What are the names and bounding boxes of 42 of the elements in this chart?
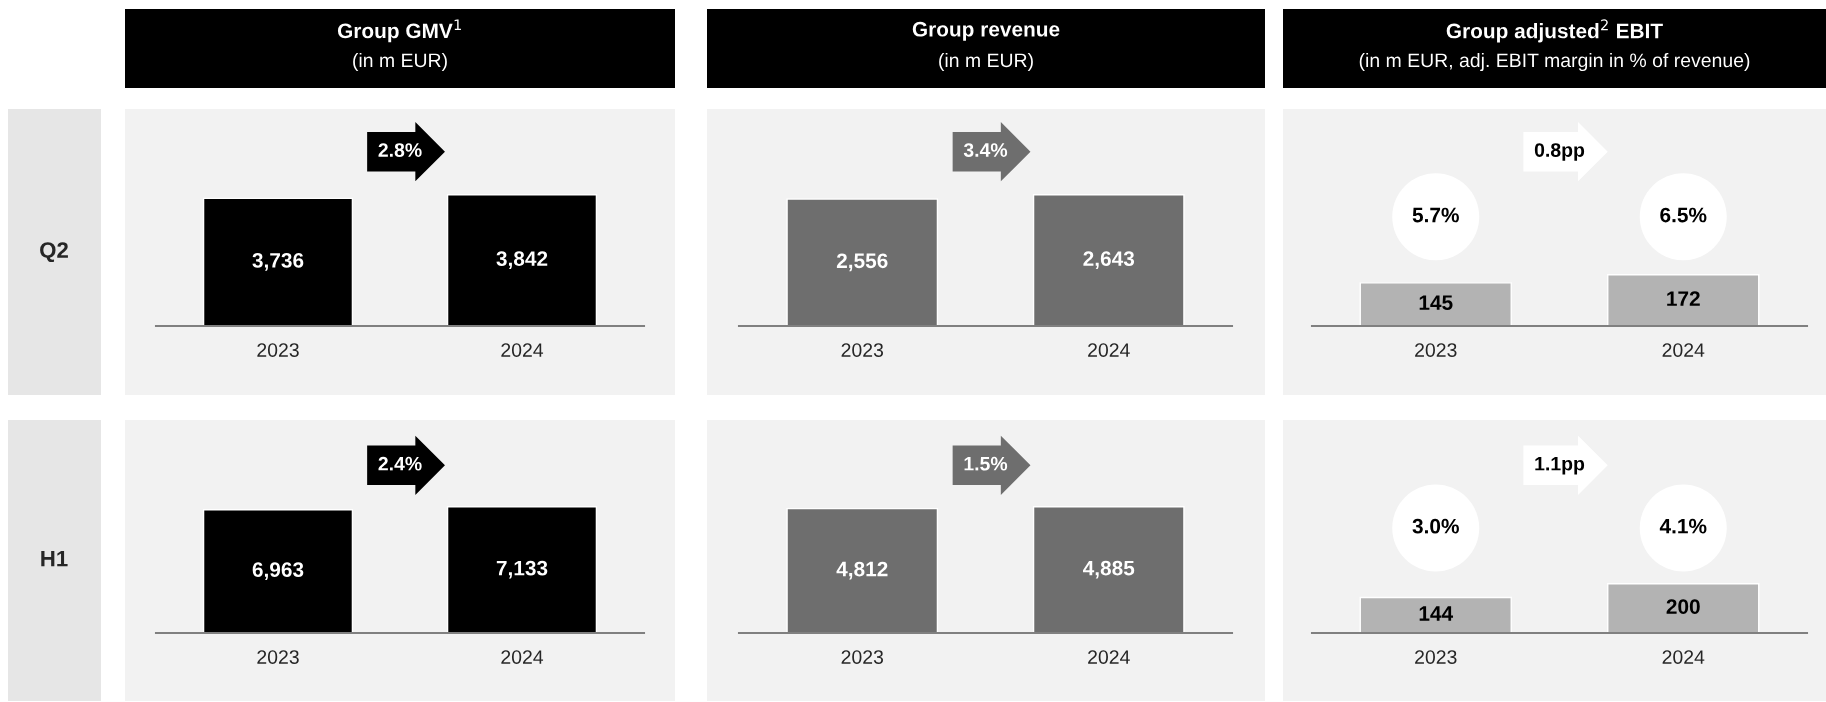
text: 1.1pp	[1535, 456, 1585, 475]
text: 6.5%	[1660, 207, 1707, 223]
chart-title: Group adjusted$^{2}$ EBIT	[1446, 19, 1663, 43]
chart-subtitle: (in m EUR, adj. EBIT margin in % of revenue)	[1359, 52, 1750, 72]
x-tick-label: 2023	[257, 650, 299, 664]
data-label: 172	[1667, 291, 1700, 306]
chart-title: Group revenue	[912, 21, 1060, 41]
text: 1.5%	[964, 456, 1008, 471]
data-label: 4,812	[836, 561, 888, 580]
data-label: 7,133	[496, 560, 548, 579]
chart-subtitle: (in m EUR)	[939, 52, 1033, 72]
x-tick-label: 2024	[1088, 650, 1130, 664]
data-label: 4,885	[1083, 560, 1135, 579]
data-label: 145	[1419, 295, 1453, 310]
text: Q2	[40, 242, 68, 263]
text: H1	[41, 550, 68, 567]
text: 0.8pp	[1534, 143, 1585, 161]
data-label: 200	[1666, 599, 1700, 614]
data-label: 144	[1419, 606, 1454, 621]
text: 3.4%	[963, 143, 1008, 157]
x-tick-label: 2023	[1415, 343, 1457, 357]
data-label: 3,842	[496, 251, 548, 269]
chart-title: Group GMV$^{1}$	[337, 19, 461, 43]
x-tick-label: 2024	[501, 650, 544, 664]
data-label: 3,736	[252, 253, 304, 271]
text: 4.1%	[1659, 518, 1707, 534]
text: 2.8%	[378, 143, 422, 157]
x-tick-label: 2023	[841, 650, 884, 664]
x-tick-label: 2024	[501, 343, 544, 357]
data-label: 2,556	[836, 253, 888, 272]
x-tick-label: 2024	[1662, 650, 1705, 664]
data-label: 2,643	[1083, 251, 1135, 269]
text: 2.4%	[378, 456, 422, 471]
chart-subtitle: (in m EUR)	[353, 52, 447, 72]
x-tick-label: 2023	[257, 343, 299, 357]
text: 5.7%	[1412, 207, 1459, 223]
x-tick-label: 2024	[1088, 343, 1130, 357]
data-label: 6,963	[252, 562, 304, 580]
text: 3.0%	[1412, 518, 1459, 534]
x-tick-label: 2024	[1662, 343, 1705, 357]
x-tick-label: 2023	[1415, 650, 1457, 664]
x-tick-label: 2023	[841, 343, 884, 357]
